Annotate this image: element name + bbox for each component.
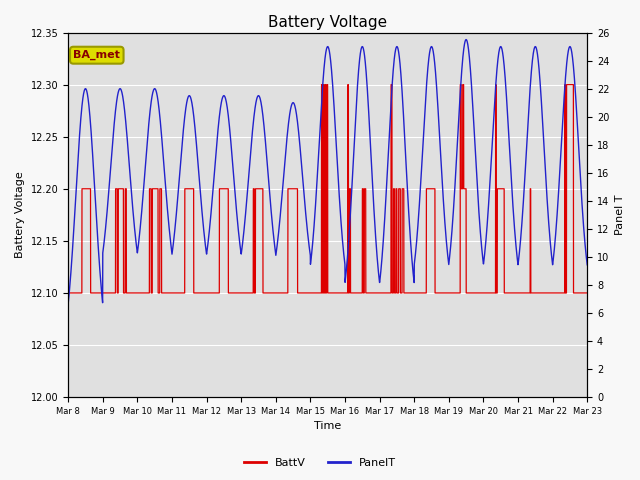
BattV [534,290,542,296]
Line: BattV: BattV [68,84,588,293]
X-axis label: Time: Time [314,421,341,432]
PanelT [175,175,183,181]
Y-axis label: Battery Voltage: Battery Voltage [15,171,25,258]
BattV [584,290,591,296]
PanelT [462,36,470,42]
Line: PanelT: PanelT [68,39,588,304]
BattV [64,290,72,296]
PanelT [209,186,217,192]
PanelT [584,262,591,268]
Legend: BattV, PanelT: BattV, PanelT [239,453,401,472]
BattV [378,290,386,296]
BattV [209,290,217,296]
BattV [175,290,183,296]
Y-axis label: Panel T: Panel T [615,194,625,235]
BattV [387,82,395,87]
Text: BA_met: BA_met [74,50,120,60]
PanelT [378,255,386,261]
BattV [583,290,591,296]
PanelT [583,260,591,265]
PanelT [387,99,395,105]
BattV [317,82,325,87]
Title: Battery Voltage: Battery Voltage [268,15,387,30]
PanelT [534,56,542,62]
PanelT [64,301,72,307]
